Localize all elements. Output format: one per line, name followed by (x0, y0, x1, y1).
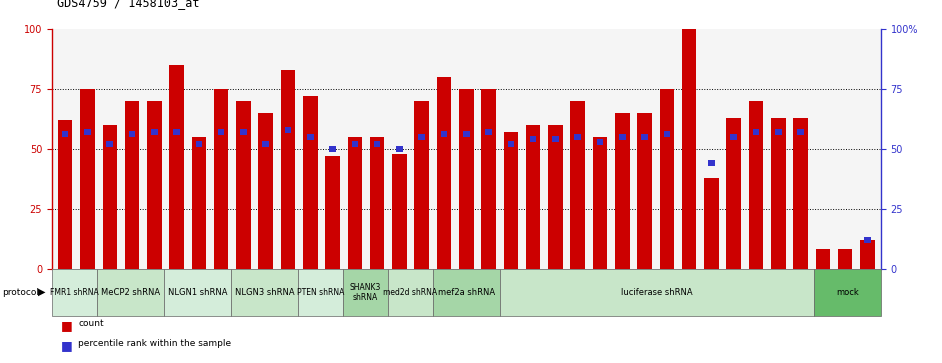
Bar (548, 125, 562, 269)
Text: med2d shRNA: med2d shRNA (383, 288, 437, 297)
Bar (485, 129, 492, 135)
Bar (124, 101, 139, 269)
Text: FMR1 shRNA: FMR1 shRNA (50, 288, 99, 297)
Text: count: count (78, 319, 104, 329)
Bar (642, 134, 648, 140)
Bar (575, 134, 581, 140)
Bar (370, 137, 384, 269)
Bar (173, 129, 180, 135)
Bar (432, 269, 500, 316)
Bar (619, 134, 625, 140)
Bar (437, 77, 451, 269)
Text: ■: ■ (61, 339, 73, 352)
Bar (164, 269, 231, 316)
Bar (526, 125, 541, 269)
Bar (58, 120, 73, 269)
Bar (504, 132, 518, 269)
Bar (730, 134, 737, 140)
Bar (103, 125, 117, 269)
Bar (343, 269, 388, 316)
Bar (330, 146, 336, 152)
Bar (797, 129, 804, 135)
Bar (392, 154, 407, 269)
Bar (864, 237, 870, 243)
Bar (596, 139, 603, 144)
Text: NLGN3 shRNA: NLGN3 shRNA (235, 288, 295, 297)
Bar (388, 269, 432, 316)
Bar (793, 118, 808, 269)
Bar (299, 269, 343, 316)
Bar (481, 89, 495, 269)
Bar (753, 129, 759, 135)
Bar (129, 131, 136, 138)
Bar (170, 65, 184, 269)
Text: mock: mock (836, 288, 858, 297)
Text: SHANK3
shRNA: SHANK3 shRNA (349, 283, 382, 302)
Bar (62, 131, 69, 138)
Bar (151, 129, 157, 135)
Bar (258, 113, 273, 269)
Bar (593, 137, 608, 269)
Bar (705, 178, 719, 269)
Text: luciferase shRNA: luciferase shRNA (621, 288, 692, 297)
Text: ▶: ▶ (38, 287, 45, 297)
Bar (418, 134, 425, 140)
Bar (84, 129, 90, 135)
Text: GDS4759 / 1458103_at: GDS4759 / 1458103_at (57, 0, 199, 9)
Bar (240, 129, 247, 135)
Bar (231, 269, 299, 316)
Bar (414, 101, 429, 269)
Bar (325, 156, 340, 269)
Bar (571, 101, 585, 269)
Bar (307, 134, 314, 140)
Bar (860, 240, 874, 269)
Bar (814, 269, 881, 316)
Bar (191, 137, 206, 269)
Bar (615, 113, 629, 269)
Bar (441, 131, 447, 138)
Text: protocol: protocol (2, 288, 39, 297)
Bar (775, 129, 782, 135)
Bar (771, 118, 786, 269)
Bar (463, 131, 469, 138)
Bar (837, 249, 853, 269)
Text: PTEN shRNA: PTEN shRNA (297, 288, 345, 297)
Bar (663, 131, 670, 138)
Bar (214, 89, 228, 269)
Bar (106, 141, 113, 147)
Bar (508, 141, 514, 147)
Bar (659, 89, 674, 269)
Bar (52, 269, 97, 316)
Bar (351, 141, 358, 147)
Bar (374, 141, 381, 147)
Bar (552, 136, 559, 142)
Bar (97, 269, 164, 316)
Bar (147, 101, 162, 269)
Bar (682, 29, 696, 269)
Bar (303, 96, 317, 269)
Bar (284, 127, 291, 132)
Text: mef2a shRNA: mef2a shRNA (438, 288, 495, 297)
Bar (397, 146, 402, 152)
Text: ■: ■ (61, 319, 73, 333)
Bar (638, 113, 652, 269)
Bar (816, 249, 830, 269)
Bar (726, 118, 741, 269)
Bar (749, 101, 763, 269)
Bar (530, 136, 536, 142)
Bar (80, 89, 95, 269)
Bar (196, 141, 203, 147)
Bar (281, 70, 295, 269)
Bar (348, 137, 362, 269)
Text: MeCP2 shRNA: MeCP2 shRNA (101, 288, 160, 297)
Bar (218, 129, 224, 135)
Bar (459, 89, 474, 269)
Text: percentile rank within the sample: percentile rank within the sample (78, 339, 232, 348)
Bar (236, 101, 251, 269)
Bar (263, 141, 269, 147)
Text: NLGN1 shRNA: NLGN1 shRNA (168, 288, 227, 297)
Bar (708, 160, 715, 166)
Bar (500, 269, 814, 316)
